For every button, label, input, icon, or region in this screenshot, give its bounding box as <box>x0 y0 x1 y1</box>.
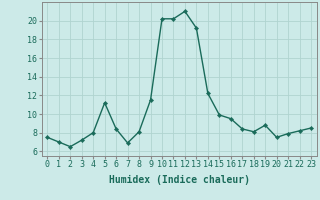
X-axis label: Humidex (Indice chaleur): Humidex (Indice chaleur) <box>109 175 250 185</box>
